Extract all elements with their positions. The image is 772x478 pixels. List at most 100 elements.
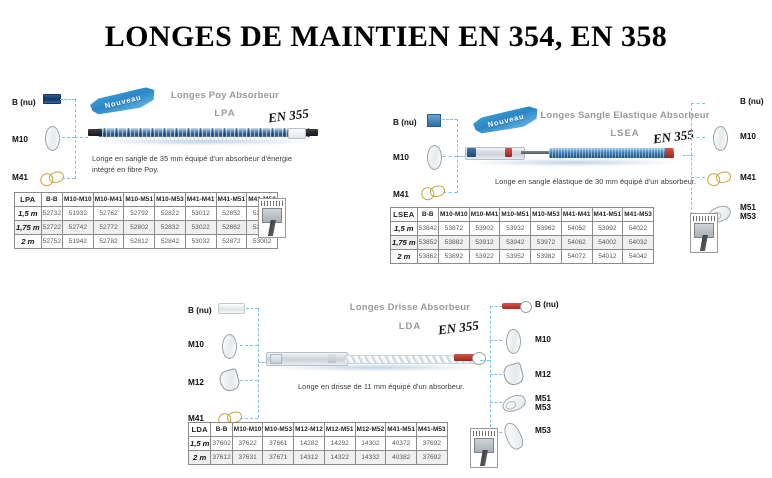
connector-line <box>443 156 457 157</box>
connector-line <box>75 99 76 179</box>
connector-b-nu-icon <box>502 301 532 313</box>
ref-cell: 52842 <box>154 234 186 249</box>
ref-cell: 54002 <box>591 235 624 250</box>
product-title-lsea: Longes Sangle Elastique Absorbeur <box>540 110 710 121</box>
ref-cell: 54032 <box>622 235 654 250</box>
ref-cell: 52832 <box>154 220 186 235</box>
connector-line <box>490 306 491 432</box>
ref-cell: 37612 <box>210 450 233 465</box>
ref-cell: 52752 <box>40 234 64 249</box>
row-length: 1,75 m <box>390 235 418 250</box>
table-row: 2 m 53862 53892 53922 53952 53982 54072 … <box>390 249 654 264</box>
ref-cell: 52792 <box>123 206 156 221</box>
connector-line <box>490 402 502 403</box>
label-right-m10: M10 <box>740 132 756 141</box>
label-left-m12: M12 <box>188 378 204 387</box>
row-length: 1,5 m <box>14 206 42 221</box>
ref-cell: 52812 <box>123 234 156 249</box>
label-right-b-nu: B (nu) <box>535 300 559 309</box>
standard-badge-lsea: EN 355 <box>652 126 695 147</box>
connector-line <box>246 308 258 309</box>
ref-cell: 37692 <box>415 450 448 465</box>
label-left-m41: M41 <box>12 173 28 182</box>
ref-cell: 54072 <box>560 249 593 264</box>
ref-cell: 54022 <box>622 221 654 236</box>
ref-cell: 40372 <box>385 436 417 451</box>
ref-cell: 53912 <box>468 235 501 250</box>
table-header-row: LPA B-B M10-M10 M10-M41 M10-M51 M10-M53 … <box>14 192 278 207</box>
lanyard-illustration-lda <box>266 352 486 371</box>
ref-cell: 53922 <box>468 249 501 264</box>
ref-cell: 53972 <box>530 235 562 250</box>
ref-cell: 14292 <box>323 436 356 451</box>
connector-line <box>691 103 705 104</box>
column-header: M41-M51 <box>215 192 248 207</box>
label-right-m51-m53: M51 M53 <box>740 203 756 222</box>
row-length: 2 m <box>14 234 42 249</box>
oval-ring-m10-icon <box>45 126 60 151</box>
ref-cell: 51942 <box>62 234 94 249</box>
label-left-b-nu: B (nu) <box>12 98 36 107</box>
connector-line <box>240 345 258 346</box>
ref-cell: 37602 <box>210 436 233 451</box>
column-header: M41-M53 <box>415 422 448 437</box>
ref-cell: 53012 <box>184 206 217 221</box>
connector-b-nu-icon <box>43 94 61 104</box>
ref-cell: 14312 <box>293 450 325 465</box>
label-left-m41: M41 <box>393 190 409 199</box>
ref-cell: 53902 <box>468 221 501 236</box>
label-left-m10: M10 <box>188 340 204 349</box>
table-corner-label: LDA <box>187 422 212 437</box>
description-lda: Longe en drisse de 11 mm équipé d'un abs… <box>298 382 465 391</box>
ref-cell: 53982 <box>530 249 562 264</box>
label-right-m10: M10 <box>535 335 551 344</box>
spec-table-lda: LDA B-B M10-M10 M10-M53 M12-M12 M12-M51 … <box>187 422 448 465</box>
connector-line <box>75 137 88 138</box>
connector-line <box>480 360 490 361</box>
column-header: B-B <box>416 207 440 222</box>
table-row: 1,5 m 53842 53872 53902 53932 53962 5405… <box>390 221 654 236</box>
connector-line <box>240 418 258 419</box>
table-corner-label: LPA <box>14 192 42 207</box>
table-row: 1,5 m 37602 37622 37661 14282 14292 1430… <box>187 436 448 451</box>
oval-ring-m10-icon <box>713 126 728 151</box>
column-header: B-B <box>210 422 233 437</box>
connector-line <box>490 306 502 307</box>
ref-cell: 53992 <box>591 221 624 236</box>
ref-cell: 37692 <box>415 436 448 451</box>
label-left-b-nu: B (nu) <box>393 118 417 127</box>
column-header: M41-M51 <box>591 207 624 222</box>
new-badge-ribbon: Nouveau <box>89 86 157 117</box>
label-right-m12: M12 <box>535 370 551 379</box>
oval-ring-m10-icon <box>506 329 521 354</box>
label-right-m41: M41 <box>740 173 756 182</box>
label-left-b-nu: B (nu) <box>188 306 212 315</box>
row-length: 2 m <box>390 249 418 264</box>
ref-cell: 14322 <box>323 450 356 465</box>
snap-hook-m51-m53-icon <box>500 392 528 415</box>
connector-line <box>60 99 75 100</box>
ref-cell: 37631 <box>231 450 264 465</box>
table-row: 2 m 52752 51942 52782 52812 52842 53032 … <box>14 234 278 249</box>
table-header-row: LSEA B-B M10-M10 M10-M41 M10-M51 M10-M53… <box>390 207 654 222</box>
ref-cell: 53932 <box>499 221 532 236</box>
spec-table-lpa: LPA B-B M10-M10 M10-M41 M10-M51 M10-M53 … <box>14 192 278 249</box>
row-length: 2 m <box>187 450 212 465</box>
product-title-lda: Longes Drisse Absorbeur <box>349 302 471 313</box>
swivel-hook-m41-icon <box>419 183 447 202</box>
ref-cell: 53892 <box>438 249 470 264</box>
ref-cell: 53852 <box>416 235 440 250</box>
column-header: M12-M12 <box>293 422 325 437</box>
hook-m53-icon <box>500 420 527 452</box>
connector-line <box>691 177 705 178</box>
ref-cell: 51932 <box>62 206 94 221</box>
ref-cell: 54052 <box>560 221 593 236</box>
label-left-m41: M41 <box>188 414 204 423</box>
label-right-m51-m53: M51 M53 <box>535 394 551 413</box>
ref-cell: 53872 <box>438 221 470 236</box>
connector-line <box>240 380 258 381</box>
ref-cell: 53032 <box>184 234 217 249</box>
label-right-b-nu: B (nu) <box>740 97 764 106</box>
column-header: M41-M51 <box>385 422 417 437</box>
description-lsea: Longe en sangle élastique de 30 mm équip… <box>495 177 697 186</box>
